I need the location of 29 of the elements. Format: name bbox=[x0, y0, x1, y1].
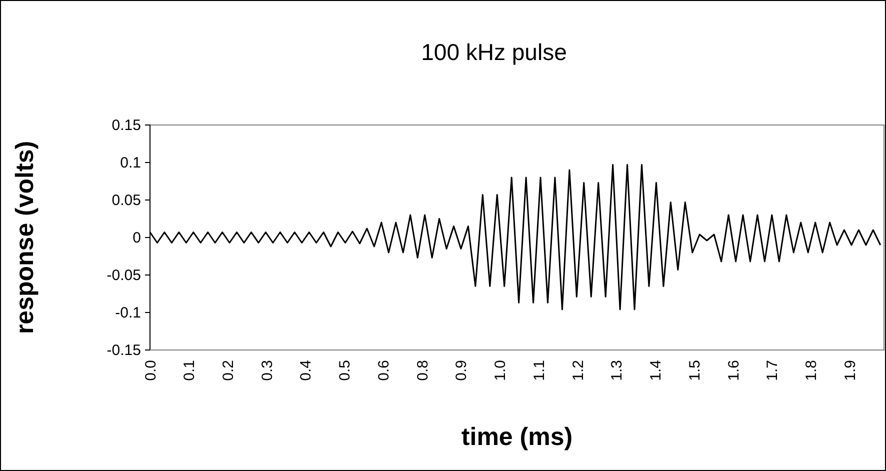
y-tick-label: -0.15 bbox=[106, 342, 141, 359]
y-tick-label: 0.15 bbox=[112, 116, 141, 134]
x-tick-label: 0.5 bbox=[336, 360, 354, 381]
y-tick-label: 0 bbox=[132, 229, 141, 246]
x-tick-label: 1.1 bbox=[530, 360, 548, 381]
chart-title: 100 kHz pulse bbox=[421, 39, 567, 65]
x-tick-label: 0.0 bbox=[142, 360, 160, 381]
x-tick-label: 0.4 bbox=[298, 360, 315, 381]
y-tick-label: -0.05 bbox=[106, 266, 141, 284]
y-tick-label: -0.1 bbox=[115, 304, 141, 322]
x-tick-label: 0.2 bbox=[220, 360, 237, 381]
x-tick-label: 1.6 bbox=[725, 360, 742, 381]
x-tick-label: 1.7 bbox=[764, 360, 782, 381]
y-tick-label: 0.1 bbox=[120, 154, 141, 172]
x-tick-label: 1.9 bbox=[842, 360, 859, 381]
x-tick-label: 0.8 bbox=[414, 360, 432, 381]
x-tick-label: 0.6 bbox=[375, 360, 392, 381]
x-tick-label: 1.0 bbox=[492, 360, 510, 381]
x-tick-label: 1.4 bbox=[648, 360, 665, 381]
x-tick-label: 0.1 bbox=[181, 360, 198, 381]
y-tick-label: 0.05 bbox=[112, 192, 141, 209]
x-tick-label: 0.9 bbox=[453, 360, 470, 381]
x-tick-label: 0.3 bbox=[258, 360, 276, 381]
y-axis-title: response (volts) bbox=[11, 140, 39, 334]
x-tick-label: 1.8 bbox=[803, 360, 820, 381]
x-tick-label: 1.2 bbox=[570, 360, 587, 381]
x-axis-title: time (ms) bbox=[461, 423, 573, 451]
x-tick-label: 1.3 bbox=[608, 360, 626, 381]
x-tick-label: 1.5 bbox=[686, 360, 704, 381]
